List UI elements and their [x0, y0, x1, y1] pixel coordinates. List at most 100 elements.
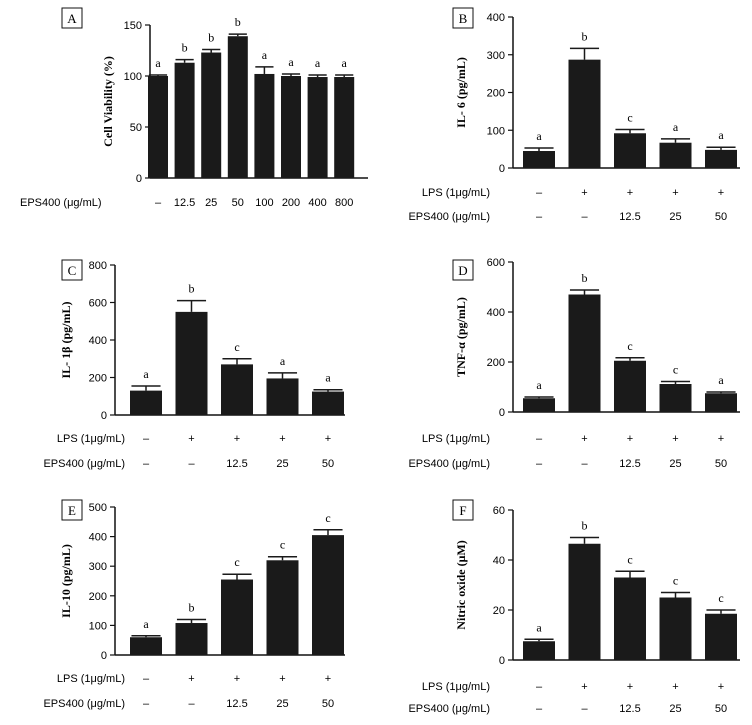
condition-value: +	[581, 681, 587, 693]
significance-letter: a	[315, 56, 321, 70]
condition-value: 25	[669, 211, 681, 223]
condition-value: 50	[232, 197, 244, 209]
panel-e: E 0 100 200 300 400 500 IL-10 (pg/mL) a b c c c LPS (…	[43, 499, 345, 710]
panel-f: F 0 20 40 60 Nitric oxide (μM) a b c c c LPS (1μg/m…	[408, 499, 740, 715]
condition-value: –	[143, 433, 150, 445]
condition-value: 50	[715, 703, 727, 715]
y-axis-label: TNF-α (pg/mL)	[454, 297, 468, 377]
panel-label: A	[67, 11, 77, 26]
condition-row-label: EPS400 (μg/mL)	[43, 698, 125, 710]
bar	[130, 637, 162, 655]
condition-value: 25	[669, 458, 681, 470]
y-tick-label: 200	[89, 591, 107, 603]
significance-letter: a	[536, 129, 542, 143]
bar	[568, 294, 601, 412]
y-tick-label: 0	[136, 173, 142, 185]
y-tick-label: 200	[487, 357, 505, 369]
condition-value: 12.5	[226, 698, 247, 710]
significance-letter: a	[536, 620, 542, 634]
y-axis-label: Cell Viability (%)	[101, 56, 115, 147]
panel-label: C	[68, 263, 77, 278]
y-tick-label: 500	[89, 502, 107, 514]
y-tick-label: 0	[499, 655, 505, 667]
significance-letter: a	[342, 56, 348, 70]
panel-label-box	[61, 499, 83, 521]
y-tick-label: 20	[493, 605, 505, 617]
condition-value: +	[672, 681, 678, 693]
condition-value: 25	[205, 197, 217, 209]
bar	[307, 77, 328, 178]
significance-letter: a	[536, 378, 542, 392]
significance-letter: c	[673, 363, 678, 377]
y-tick-label: 40	[493, 555, 505, 567]
panel-label: F	[459, 503, 466, 518]
condition-value: +	[718, 433, 724, 445]
bar	[281, 76, 301, 178]
condition-value: +	[188, 433, 194, 445]
y-tick-label: 300	[487, 50, 505, 62]
panel-c: C 0 200 400 600 800 IL- 1β (pg/mL) a b c a a LPS (1μ…	[43, 259, 345, 470]
bar	[705, 393, 737, 412]
condition-value: –	[143, 458, 150, 470]
bar	[254, 73, 275, 178]
condition-value: 12.5	[226, 458, 247, 470]
y-tick-label: 600	[487, 257, 505, 269]
y-tick-label: 0	[499, 407, 505, 419]
bar	[266, 560, 299, 655]
bar	[705, 613, 737, 660]
y-tick-label: 400	[487, 307, 505, 319]
y-tick-label: 200	[89, 373, 107, 385]
condition-row-label: EPS400 (μg/mL)	[43, 458, 125, 470]
bar	[221, 364, 253, 415]
y-tick-label: 50	[130, 122, 142, 134]
condition-value: 50	[715, 458, 727, 470]
condition-value: 12.5	[619, 703, 640, 715]
bar	[312, 535, 344, 655]
significance-letter: a	[325, 371, 331, 385]
panel-label: E	[68, 503, 76, 518]
y-tick-label: 400	[89, 335, 107, 347]
condition-value: –	[581, 458, 588, 470]
condition-row-label: EPS400 (μg/mL)	[408, 458, 490, 470]
condition-value: 25	[276, 458, 288, 470]
bar	[523, 398, 555, 412]
bar	[705, 149, 737, 168]
significance-letter: c	[234, 340, 239, 354]
y-tick-label: 0	[499, 163, 505, 175]
significance-letter: c	[234, 555, 239, 569]
panel-a: A 0 50 100 150 Cell Viability (%) a b b b a a a a EPS4…	[20, 7, 368, 209]
significance-letter: b	[582, 271, 588, 285]
bar	[175, 311, 208, 415]
bar	[659, 142, 692, 168]
condition-row-label: EPS400 (μg/mL)	[408, 703, 490, 715]
condition-value: –	[581, 703, 588, 715]
condition-value: +	[234, 673, 240, 685]
bar	[201, 52, 222, 178]
condition-value: 50	[322, 458, 334, 470]
condition-value: 50	[715, 211, 727, 223]
significance-letter: c	[325, 511, 330, 525]
y-tick-label: 100	[89, 620, 107, 632]
condition-row-label: EPS400 (μg/mL)	[20, 197, 102, 209]
significance-letter: a	[143, 367, 149, 381]
y-tick-label: 100	[124, 71, 142, 83]
condition-value: +	[672, 433, 678, 445]
condition-value: –	[536, 187, 543, 199]
y-tick-label: 400	[487, 12, 505, 24]
panel-label: D	[458, 263, 467, 278]
bar	[148, 76, 168, 178]
bar	[523, 641, 555, 660]
condition-value: –	[581, 211, 588, 223]
bar	[614, 577, 646, 660]
condition-value: +	[325, 433, 331, 445]
panel-label-box	[452, 7, 474, 29]
condition-value: –	[536, 211, 543, 223]
condition-value: +	[581, 187, 587, 199]
significance-letter: b	[208, 30, 214, 44]
significance-letter: b	[189, 282, 195, 296]
condition-value: –	[536, 458, 543, 470]
significance-letter: a	[280, 354, 286, 368]
panel-b: B 0 100 200 300 400 IL- 6 (pg/mL) a b c a a LPS (1μg…	[408, 7, 740, 223]
condition-row-label: EPS400 (μg/mL)	[408, 211, 490, 223]
